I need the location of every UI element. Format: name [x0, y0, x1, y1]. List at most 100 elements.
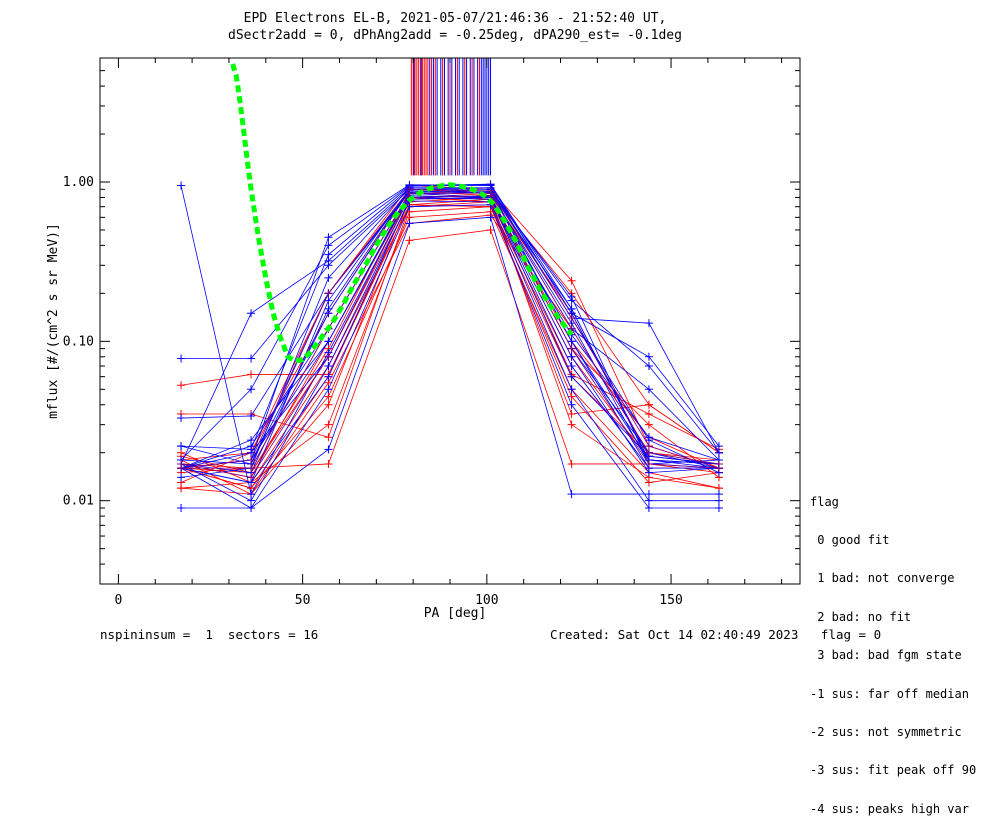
red-trace-10-point-5: [567, 459, 576, 468]
red-trace-11-point-2: [324, 433, 333, 442]
blue-trace-17-point-1: [247, 496, 256, 505]
red-trace-11-point-5: [567, 409, 576, 418]
purple-trace-1-point-5: [567, 344, 576, 353]
red-trace-4: [181, 192, 720, 478]
blue-trace-15-point-0: [177, 473, 186, 482]
fit-curve-group: [230, 63, 574, 364]
blue-trace-12-point-5: [567, 490, 576, 499]
blue-trace-5-point-6: [644, 503, 653, 512]
blue-trace-6: [180, 192, 719, 474]
red-trace-12-point-0: [177, 381, 186, 390]
legend-item-6: -3 sus: fit peak off 90: [810, 763, 977, 778]
purple-trace-2-point-2: [324, 289, 333, 298]
legend-item-0: 0 good fit: [810, 532, 890, 547]
red-trace-0: [180, 214, 720, 495]
purple-trace-2-point-5: [567, 314, 576, 323]
blue-trace-5-point-7: [714, 503, 723, 512]
red-trace-12-point-6: [644, 409, 653, 418]
purple-trace-1-point-2: [324, 352, 333, 361]
blue-trace-15: [181, 187, 720, 478]
red-trace-9-point-5: [567, 276, 576, 285]
blue-trace-17-point-6: [644, 496, 653, 505]
blue-trace-7-point-2: [324, 241, 333, 250]
blue-trace-16-point-1: [247, 445, 256, 454]
blue-trace-2-point-1: [247, 309, 256, 318]
fit-curve-line: [230, 63, 574, 364]
red-trace-8-point-2: [324, 420, 333, 429]
red-trace-13-point-0: [177, 484, 186, 493]
chart-title-line2: dSectr2add = 0, dPhAng2add = -0.25deg, d…: [228, 28, 682, 43]
y-tick-label-1: 0.10: [63, 334, 94, 349]
purple-trace-1-point-6: [644, 459, 653, 468]
y-tick-label-2: 1.00: [63, 175, 94, 190]
blue-trace-16-point-2: [324, 250, 333, 259]
blue-trace-17-point-7: [714, 496, 723, 505]
blue-trace-5: [181, 204, 719, 509]
red-trace-11-point-6: [644, 400, 653, 409]
red-trace-10-point-4: [486, 225, 495, 234]
purple-trace-1: [180, 195, 719, 478]
flag-legend: flag 0 good fit 1 bad: not converge 2 ba…: [810, 470, 976, 828]
legend-item-4: -1 sus: far off median: [810, 686, 969, 701]
blue-trace-12-point-2: [324, 445, 333, 454]
blue-trace-9-point-0: [177, 414, 186, 423]
blue-trace-12-point-1: [247, 503, 256, 512]
x-tick-label-2: 100: [475, 593, 498, 608]
blue-trace-9-point-1: [247, 411, 256, 420]
purple-trace-2: [181, 188, 720, 469]
blue-trace-6-point-5: [567, 352, 576, 361]
blue-trace-13-point-2: [324, 309, 333, 318]
blue-trace-3-point-7: [714, 442, 723, 451]
purple-trace-2-point-6: [644, 442, 653, 451]
blue-trace-15-point-2: [324, 273, 333, 282]
blue-trace-14: [180, 195, 720, 469]
blue-trace-18-point-2: [324, 296, 333, 305]
blue-trace-3: [181, 184, 720, 469]
blue-trace-1-point-6: [644, 362, 653, 371]
blue-trace-1: [181, 188, 720, 453]
chart-title-line1: EPD Electrons EL-B, 2021-05-07/21:46:36 …: [244, 11, 667, 26]
blue-trace-19-point-5: [567, 304, 576, 313]
blue-trace-4-point-6: [644, 385, 653, 394]
blue-trace-1-point-0: [177, 354, 186, 363]
blue-trace-12-point-3: [405, 219, 414, 228]
x-tick-label-0: 0: [115, 593, 123, 608]
blue-trace-19: [180, 192, 719, 469]
blue-trace-7-point-1: [247, 385, 256, 394]
blue-trace-17-point-5: [567, 385, 576, 394]
red-trace-12-point-1: [247, 370, 256, 379]
red-trace-8-point-5: [567, 392, 576, 401]
purple-trace-0: [181, 192, 720, 469]
blue-trace-13: [181, 190, 719, 469]
legend-title: flag: [810, 494, 839, 509]
red-trace-11: [181, 201, 720, 454]
legend-item-3: 3 bad: bad fgm state: [810, 648, 962, 663]
blue-trace-18-point-5: [567, 337, 576, 346]
purple-trace-2-point-4: [486, 186, 495, 195]
y-axis-label: mflux [#/(cm^2 s sr MeV)]: [46, 223, 61, 419]
blue-trace-19-point-2: [324, 337, 333, 346]
footer-sector-info: nspininsum = 1 sectors = 16: [100, 627, 319, 642]
footer-created-timestamp: Created: Sat Oct 14 02:40:49 2023 flag =…: [550, 627, 882, 642]
blue-trace-0-point-0: [177, 181, 186, 190]
blue-trace-17: [180, 200, 719, 502]
red-trace-13-point-5: [567, 420, 576, 429]
red-trace-10-point-3: [405, 236, 414, 245]
blue-trace-5-point-2: [324, 385, 333, 394]
red-trace-12: [180, 198, 720, 450]
blue-trace-19-point-1: [247, 436, 256, 445]
blue-trace-10: [181, 195, 719, 469]
red-trace-10: [181, 229, 719, 474]
blue-trace-5-point-0: [177, 503, 186, 512]
blue-trace-3-point-2: [324, 233, 333, 242]
purple-trace-2-point-3: [405, 185, 414, 194]
blue-trace-12-point-4: [486, 213, 495, 222]
blue-trace-8-point-5: [567, 372, 576, 381]
x-tick-label-3: 150: [659, 593, 682, 608]
blue-trace-2-point-6: [644, 319, 653, 328]
blue-trace-9-point-5: [567, 292, 576, 301]
blue-trace-17-point-2: [324, 362, 333, 371]
legend-item-1: 1 bad: not converge: [810, 571, 955, 586]
purple-trace-0-point-1: [247, 464, 256, 473]
x-axis-label: PA [deg]: [424, 606, 487, 621]
